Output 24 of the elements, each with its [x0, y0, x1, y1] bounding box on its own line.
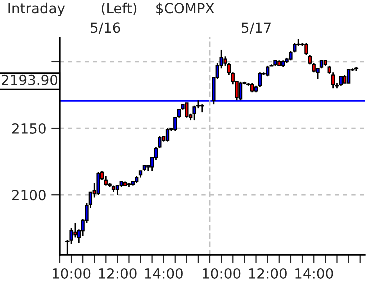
candlestick [74, 222, 78, 238]
text: 5/16 [91, 22, 120, 34]
candlestick [96, 172, 100, 196]
x-tick-label: 14:00 [296, 268, 334, 279]
x-tick-label: 12:00 [99, 268, 137, 279]
candlestick [174, 117, 178, 132]
x-tick-label: 12:00 [249, 268, 287, 279]
candlestick [304, 42, 308, 56]
candlestick [339, 76, 343, 87]
candlestick [346, 69, 351, 84]
candlestick [266, 65, 270, 78]
x-tick-label: 10:00 [53, 268, 91, 279]
x-tick-label: 14:00 [145, 268, 183, 279]
candlestick [316, 68, 320, 80]
candlestick [166, 128, 170, 143]
x-tick-label: 10:00 [203, 268, 241, 279]
chart-title: Intraday (Left) $COMPX [8, 2, 214, 16]
candlestick [116, 185, 120, 196]
candlestick [185, 102, 189, 119]
text: 5/17 [242, 22, 271, 34]
y-tick-label: 2150 [12, 123, 46, 134]
y-tick-label: 2100 [12, 190, 46, 201]
text: 2193.90 [2, 74, 58, 86]
candlestick [250, 82, 254, 94]
